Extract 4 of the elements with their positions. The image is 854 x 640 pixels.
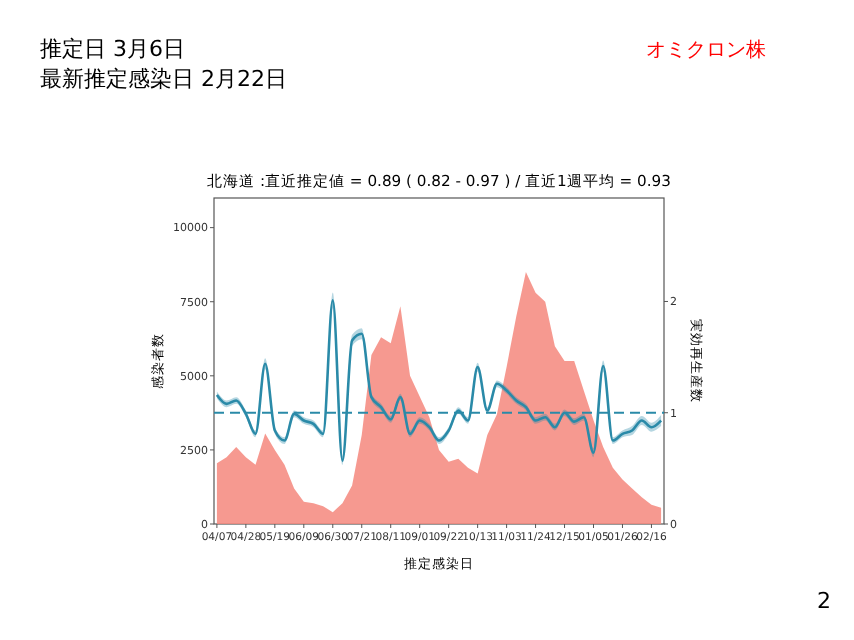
text: 2	[817, 588, 831, 614]
text: 推定日 3月6日	[40, 36, 185, 62]
text: オミクロン株	[646, 38, 766, 62]
text: 最新推定感染日 2月22日	[40, 66, 287, 92]
